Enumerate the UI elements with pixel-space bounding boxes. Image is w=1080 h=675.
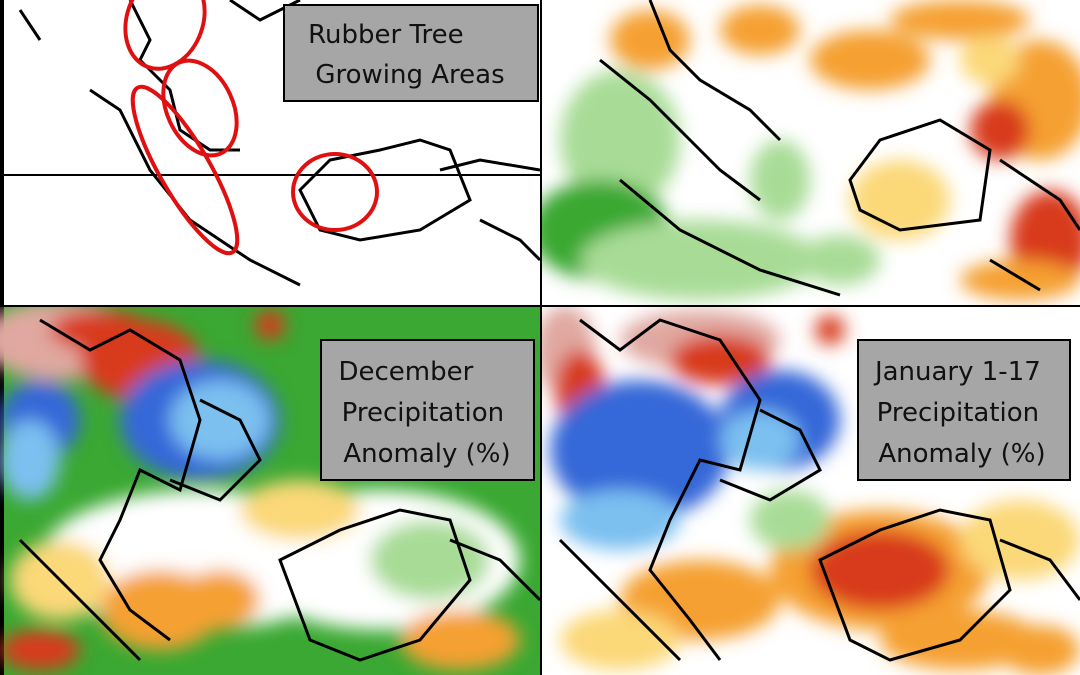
growing-area: [291, 152, 379, 232]
anomaly-patch: [810, 30, 930, 90]
coastline: [18, 318, 540, 662]
label-line: Precipitation: [877, 398, 1040, 428]
anomaly-patch: [580, 220, 820, 300]
anomaly-patch: [800, 235, 880, 285]
label-line: Rubber Tree: [308, 20, 464, 50]
label-line: Growing Areas: [315, 60, 504, 90]
anomaly-patch: [750, 490, 830, 550]
label-line: January 1-17: [873, 357, 1041, 387]
anomaly-field: [542, 0, 1080, 300]
anomaly-patch: [255, 310, 285, 340]
panel-label: Rubber Tree Growing Areas: [308, 20, 505, 90]
anomaly-patch: [815, 315, 845, 345]
growing-area: [161, 58, 239, 158]
label-line: Precipitation: [342, 398, 505, 428]
panel-label: December Precipitation Anomaly (%): [338, 357, 512, 469]
anomaly-patch: [960, 260, 1080, 300]
anomaly-patch: [720, 410, 800, 470]
anomaly-patch: [400, 610, 520, 670]
anomaly-patch: [970, 100, 1030, 160]
coastline: [558, 318, 1080, 662]
growing-area: [130, 84, 240, 256]
label-box: [320, 339, 535, 481]
anomaly-patch: [670, 335, 770, 385]
anomaly-patch: [610, 10, 690, 70]
growing-area: [123, 0, 207, 71]
anomaly-patch: [750, 140, 810, 220]
anomaly-patch: [370, 520, 490, 600]
anomaly-patch: [720, 5, 800, 55]
growing-area-markers: [123, 0, 379, 256]
anomaly-patch: [850, 160, 950, 240]
anomaly-patch: [810, 530, 950, 610]
label-line: Anomaly (%): [343, 439, 510, 469]
coastline: [599, 0, 1080, 297]
anomaly-patch: [1000, 625, 1080, 675]
anomaly-patch: [0, 630, 80, 670]
label-box: [857, 339, 1071, 481]
label-line: Anomaly (%): [878, 439, 1045, 469]
anomaly-patch: [550, 380, 730, 520]
anomaly-patch: [560, 610, 680, 670]
anomaly-patch: [180, 570, 260, 630]
anomaly-patch: [560, 70, 680, 210]
anomaly-patch: [960, 500, 1080, 580]
anomaly-patch: [240, 480, 360, 540]
anomaly-patch: [560, 490, 680, 550]
anomaly-patch: [960, 35, 1020, 85]
label-box: [283, 4, 539, 102]
label-line: December: [338, 357, 473, 387]
anomaly-patch: [0, 420, 60, 500]
panel-label: January 1-17 Precipitation Anomaly (%): [873, 357, 1049, 469]
anomaly-patch: [890, 0, 1030, 40]
